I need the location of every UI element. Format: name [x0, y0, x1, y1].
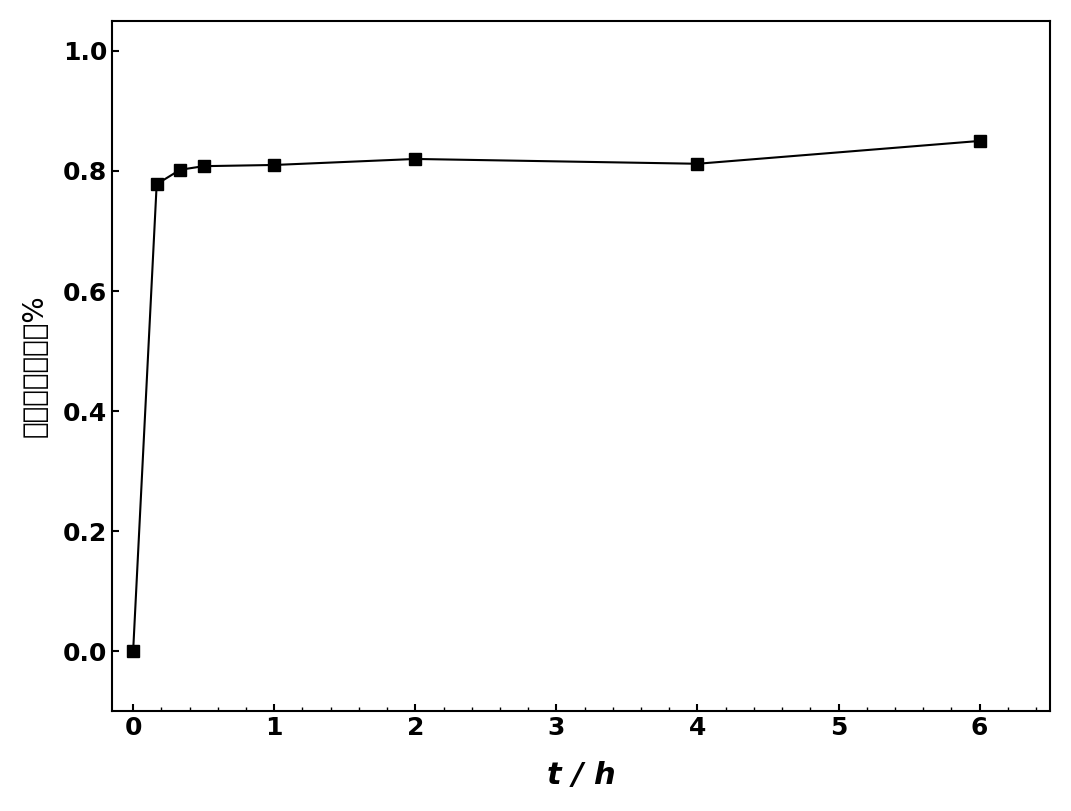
- X-axis label: t / h: t / h: [546, 762, 616, 790]
- Y-axis label: 累积释放百分率%: 累积释放百分率%: [20, 295, 49, 437]
